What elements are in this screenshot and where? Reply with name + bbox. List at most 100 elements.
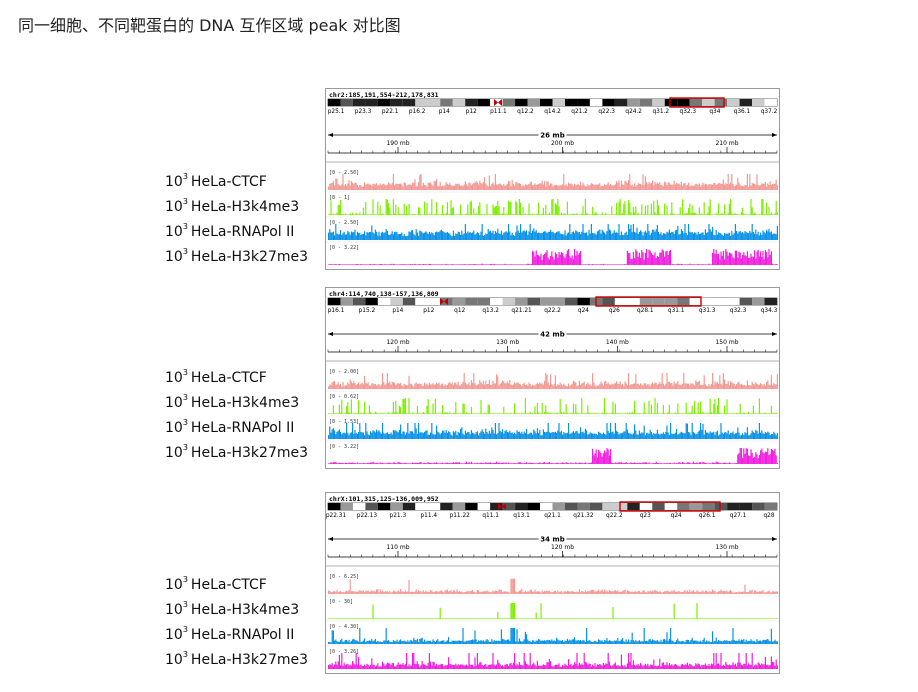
signal-bar [599,432,601,439]
signal-bar [397,590,399,594]
signal-bar [378,383,380,389]
signal-bar [732,183,734,190]
signal-bar [360,214,362,215]
signal-bar [340,591,342,594]
signal-bar [740,639,742,644]
signal-bar [422,433,424,439]
signal-bar [469,385,471,389]
signal-bar [706,413,708,414]
signal-bar [727,212,729,215]
signal-bar [690,412,692,414]
signal-bar [412,182,414,190]
signal-bar [382,213,384,215]
signal-bar [666,591,668,594]
ideogram-band [589,99,603,106]
signal-bar [365,264,367,265]
signal-bar [602,662,604,669]
signal-bar [638,252,640,265]
signal-bar [395,183,397,190]
signal-bar [578,253,580,265]
signal-bar [713,214,715,215]
signal-bar [593,433,595,439]
signal-bar [716,254,718,265]
signal-bar [594,212,596,215]
signal-bar [343,264,345,265]
signal-bar [404,236,406,240]
signal-bar [716,234,718,240]
signal-bar [598,385,600,389]
signal-bar [599,451,601,464]
signal-bar [406,185,408,190]
signal-bar [691,423,693,439]
signal-bar [565,665,567,669]
signal-bar [530,181,532,190]
signal-bar [395,204,397,215]
signal-bar [584,385,586,389]
signal-bar [542,591,544,594]
signal-bar [488,642,490,644]
signal-bar [731,230,733,240]
signal-bar [756,618,758,619]
signal-bar [632,251,634,265]
signal-bar [662,432,664,439]
signal-bar [761,430,763,439]
signal-bar [719,618,721,619]
signal-bar [437,214,439,215]
signal-bar [449,183,451,190]
signal-bar [343,231,345,240]
signal-bar [570,257,572,265]
signal-bar [728,184,730,190]
signal-bar [674,383,676,389]
band-label: q31.3 [699,308,716,314]
band-label: p11.22 [450,513,471,519]
signal-bar [608,618,610,619]
signal-bar [558,423,560,439]
signal-bar [551,183,553,190]
signal-bar [484,618,486,619]
signal-bar [365,642,367,644]
signal-bar [353,231,355,240]
signal-bar [371,618,373,619]
signal-bar [576,640,578,644]
signal-bar [676,618,678,619]
signal-bar [776,641,778,644]
signal-bar [629,203,631,215]
signal-bar [649,638,651,644]
ideogram-band [377,99,391,106]
signal-bar [694,640,696,644]
signal-bar [626,618,628,619]
signal-bar [734,592,736,594]
signal-bar [503,184,505,190]
signal-bar [740,448,742,464]
signal-bar [461,618,463,619]
signal-bar [350,665,352,669]
signal-bar [515,264,517,265]
signal-bar [682,413,684,414]
signal-bar [686,235,688,240]
signal-bar [359,463,361,464]
ideogram-band [689,99,703,106]
signal-bar [670,383,672,389]
signal-bar [354,639,356,644]
signal-bar [704,429,706,439]
signal-bar [366,431,368,439]
signal-bar [460,664,462,669]
signal-bar [430,214,432,215]
signal-bar [571,639,573,644]
signal-bar [390,432,392,439]
signal-bar [360,618,362,619]
signal-bar [677,214,679,215]
signal-bar [444,590,446,594]
track-range: [0 - 2.50] [329,170,359,176]
signal-bar [588,640,590,644]
signal-bar [613,264,615,265]
signal-bar [540,413,542,414]
signal-bar [535,229,537,240]
signal-bar [374,463,376,464]
signal-bar [721,618,723,619]
signal-bar [763,232,765,240]
signal-bar [472,382,474,389]
signal-bar [619,666,621,669]
signal-bar [689,641,691,644]
signal-bar [358,463,360,464]
